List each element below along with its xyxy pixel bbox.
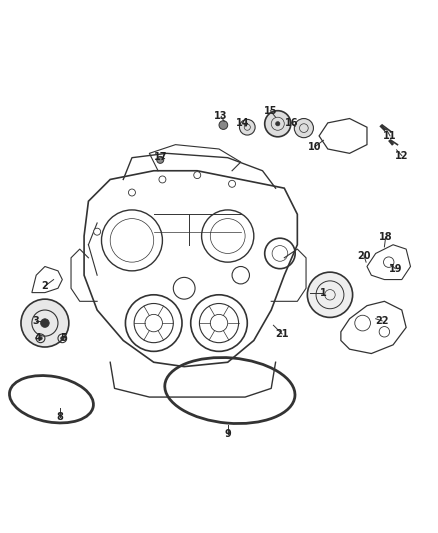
Text: 10: 10 bbox=[308, 142, 321, 152]
Text: 12: 12 bbox=[395, 150, 409, 160]
Circle shape bbox=[194, 172, 201, 179]
Text: 4: 4 bbox=[35, 333, 42, 343]
Text: 16: 16 bbox=[285, 118, 298, 128]
Text: 20: 20 bbox=[357, 251, 371, 261]
Circle shape bbox=[294, 118, 314, 138]
Circle shape bbox=[41, 319, 49, 327]
Text: 17: 17 bbox=[153, 152, 167, 162]
Text: 14: 14 bbox=[236, 118, 250, 128]
Text: 19: 19 bbox=[389, 264, 402, 273]
Circle shape bbox=[229, 180, 236, 187]
Text: 15: 15 bbox=[264, 106, 277, 116]
Circle shape bbox=[94, 228, 101, 235]
Circle shape bbox=[240, 119, 255, 135]
Circle shape bbox=[265, 111, 291, 137]
Text: 9: 9 bbox=[224, 429, 231, 439]
Circle shape bbox=[276, 122, 280, 126]
Text: 21: 21 bbox=[276, 329, 289, 339]
Circle shape bbox=[219, 120, 228, 130]
Text: 22: 22 bbox=[375, 316, 389, 326]
Text: 2: 2 bbox=[42, 281, 48, 291]
Text: 18: 18 bbox=[379, 232, 392, 242]
Circle shape bbox=[39, 336, 42, 340]
Circle shape bbox=[157, 156, 164, 163]
Circle shape bbox=[21, 299, 69, 347]
Circle shape bbox=[60, 336, 64, 340]
Circle shape bbox=[128, 189, 135, 196]
Text: 11: 11 bbox=[383, 131, 397, 141]
Circle shape bbox=[159, 176, 166, 183]
Text: 5: 5 bbox=[60, 333, 67, 343]
Circle shape bbox=[307, 272, 353, 318]
Text: 13: 13 bbox=[215, 111, 228, 122]
Text: 8: 8 bbox=[57, 411, 64, 422]
Text: 3: 3 bbox=[33, 316, 39, 326]
Text: 1: 1 bbox=[320, 288, 327, 297]
